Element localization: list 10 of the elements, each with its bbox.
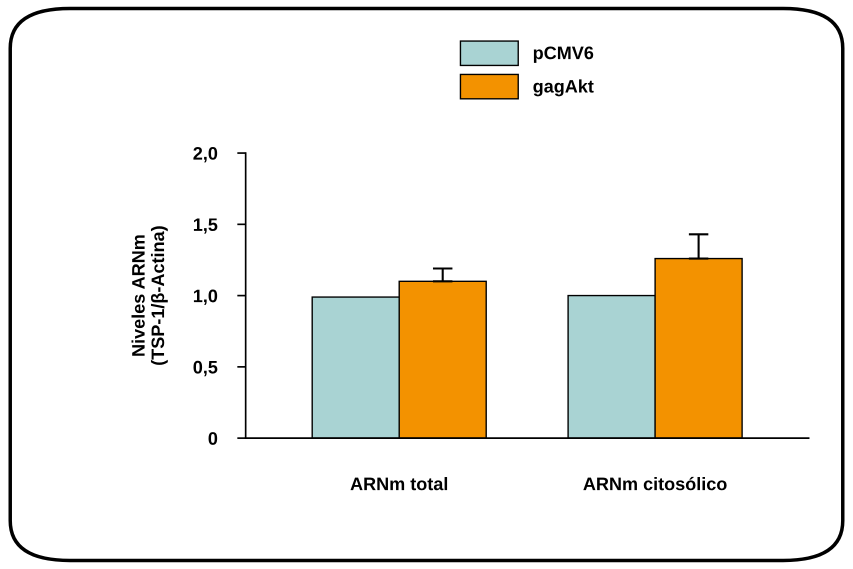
x-tick-label: ARNm citosólico	[583, 476, 727, 490]
y-tick-label: 1,5	[194, 218, 218, 234]
legend-label: pCMV6	[534, 46, 594, 63]
y-axis-title: Niveles ARNm (TSP-1/β-Actina)	[132, 226, 168, 365]
y-tick-label: 1,0	[194, 290, 218, 305]
y-tick-label: 0	[208, 432, 218, 445]
y-tick-label: 0,5	[194, 360, 218, 376]
x-tick-label: ARNm total	[350, 477, 448, 490]
legend-label: gagAkt	[533, 79, 594, 96]
y-tick-label: 2,0	[193, 146, 218, 162]
